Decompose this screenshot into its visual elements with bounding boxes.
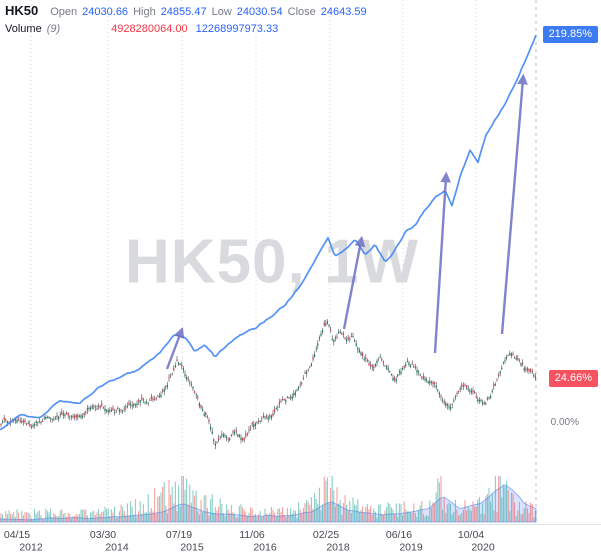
svg-text:2018: 2018: [326, 542, 350, 554]
volume-value-red: 4928280064.00: [111, 23, 188, 35]
svg-text:2015: 2015: [180, 542, 204, 554]
comparison-line-series: [0, 34, 537, 431]
svg-text:2020: 2020: [471, 542, 495, 554]
volume-bars: [0, 476, 536, 522]
volume-label: Volume: [5, 23, 42, 35]
candlestick-series: [0, 319, 537, 450]
candle-price-badge: 24.66%: [548, 370, 598, 388]
svg-text:2012: 2012: [19, 542, 43, 554]
line-price-badge: 219.85%: [542, 25, 598, 43]
svg-text:04/15: 04/15: [4, 529, 30, 541]
close-label: Close: [287, 6, 316, 18]
svg-text:2019: 2019: [399, 542, 423, 554]
svg-text:11/06: 11/06: [239, 529, 265, 541]
volume-period: (9): [46, 23, 61, 35]
open-label: Open: [50, 6, 78, 18]
high-value: 24855.47: [160, 6, 207, 18]
open-value: 24030.66: [82, 6, 129, 18]
svg-text:02/25: 02/25: [313, 529, 339, 541]
chart-watermark: HK50, 1W: [125, 227, 419, 297]
close-value: 24643.59: [320, 6, 367, 18]
symbol-name[interactable]: HK50: [5, 3, 39, 18]
legend: HK50 Open 24030.66 High 24855.47 Low 240…: [5, 3, 367, 37]
volume-row[interactable]: Volume (9) 4928280064.00 12268997973.33: [5, 22, 367, 37]
gridlines: [30, 0, 537, 524]
svg-text:2014: 2014: [105, 542, 129, 554]
trend-arrows[interactable]: [165, 73, 528, 370]
svg-text:10/04: 10/04: [458, 529, 484, 541]
svg-text:07/19: 07/19: [166, 529, 192, 541]
zero-percent-label: 0.00%: [550, 417, 579, 428]
svg-text:2016: 2016: [253, 542, 277, 554]
high-label: High: [133, 6, 156, 18]
low-value: 24030.54: [236, 6, 283, 18]
low-label: Low: [211, 6, 232, 18]
volume-value-blue: 12268997973.33: [195, 23, 279, 35]
svg-text:06/16: 06/16: [386, 529, 412, 541]
ohlc-row: HK50 Open 24030.66 High 24855.47 Low 240…: [5, 3, 367, 20]
svg-text:03/30: 03/30: [90, 529, 116, 541]
